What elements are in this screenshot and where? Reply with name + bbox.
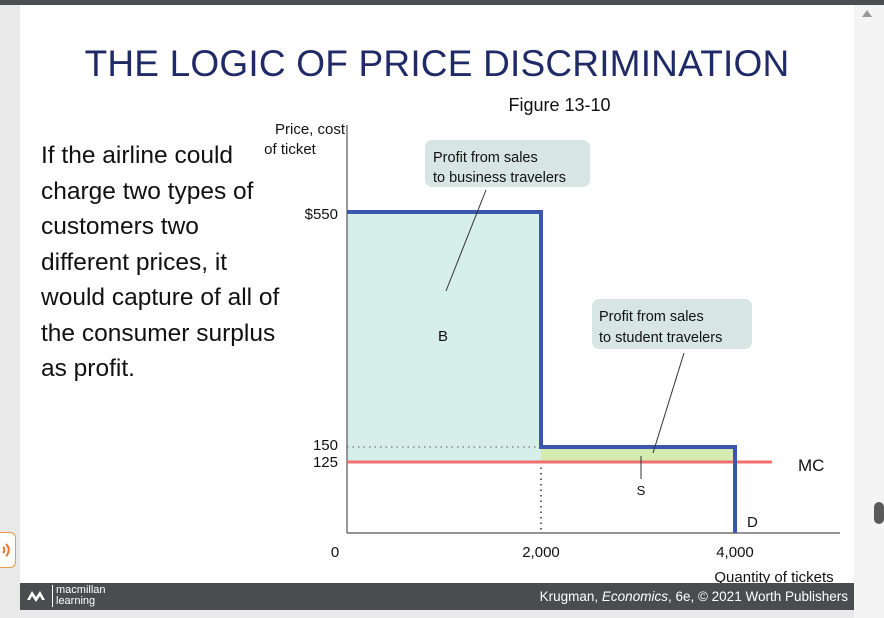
scroll-up-arrow-icon[interactable] bbox=[862, 10, 872, 17]
speaker-wave-icon bbox=[2, 543, 10, 557]
footer-bar: macmillan learning Krugman, Economics, 6… bbox=[20, 583, 854, 610]
slide-body-text: If the airline could charge two types of… bbox=[41, 142, 280, 382]
student-callout-box bbox=[592, 299, 752, 349]
x-tick-label: 2,000 bbox=[522, 544, 560, 561]
x-tick-label: 4,000 bbox=[716, 544, 754, 561]
business-callout-box bbox=[425, 140, 590, 187]
business-callout-pointer bbox=[445, 189, 487, 292]
region-label-b: B bbox=[438, 328, 448, 345]
business-callout-text: Profit from sales bbox=[433, 150, 538, 166]
y-tick-label: 125 bbox=[313, 454, 338, 471]
vertical-scrollbar[interactable] bbox=[854, 5, 884, 618]
y-tick-label: $550 bbox=[305, 206, 338, 223]
y-axis-label: of ticket bbox=[264, 141, 317, 158]
y-axis-label: Price, cost bbox=[275, 121, 346, 138]
student-callout-text: to student travelers bbox=[599, 330, 722, 346]
demand-label: D bbox=[747, 514, 758, 531]
business-callout-text: to business travelers bbox=[433, 170, 566, 186]
student-callout-pointer bbox=[652, 352, 685, 454]
mc-label: MC bbox=[798, 456, 824, 475]
macmillan-logo-icon bbox=[27, 591, 45, 602]
x-axis-label: Quantity of tickets bbox=[714, 569, 833, 583]
business-profit-region bbox=[347, 212, 541, 462]
demand-curve bbox=[347, 210, 737, 533]
y-tick-label: 150 bbox=[313, 437, 338, 454]
figure-label: Figure 13-10 bbox=[508, 95, 611, 115]
student-callout-text: Profit from sales bbox=[599, 309, 704, 325]
copyright-credit: Krugman, Economics, 6e, © 2021 Worth Pub… bbox=[539, 589, 848, 604]
slide: THE LOGIC OF PRICE DISCRIMINATION Figure… bbox=[20, 5, 854, 610]
window-top-bar bbox=[0, 0, 884, 5]
x-tick-label: 0 bbox=[331, 544, 339, 561]
brand-name: macmillan learning bbox=[52, 585, 106, 607]
region-label-s: S bbox=[637, 483, 646, 498]
student-profit-region bbox=[541, 447, 735, 462]
audio-button[interactable] bbox=[0, 532, 16, 568]
slide-title: THE LOGIC OF PRICE DISCRIMINATION bbox=[84, 43, 790, 84]
scrollbar-thumb[interactable] bbox=[874, 502, 884, 524]
